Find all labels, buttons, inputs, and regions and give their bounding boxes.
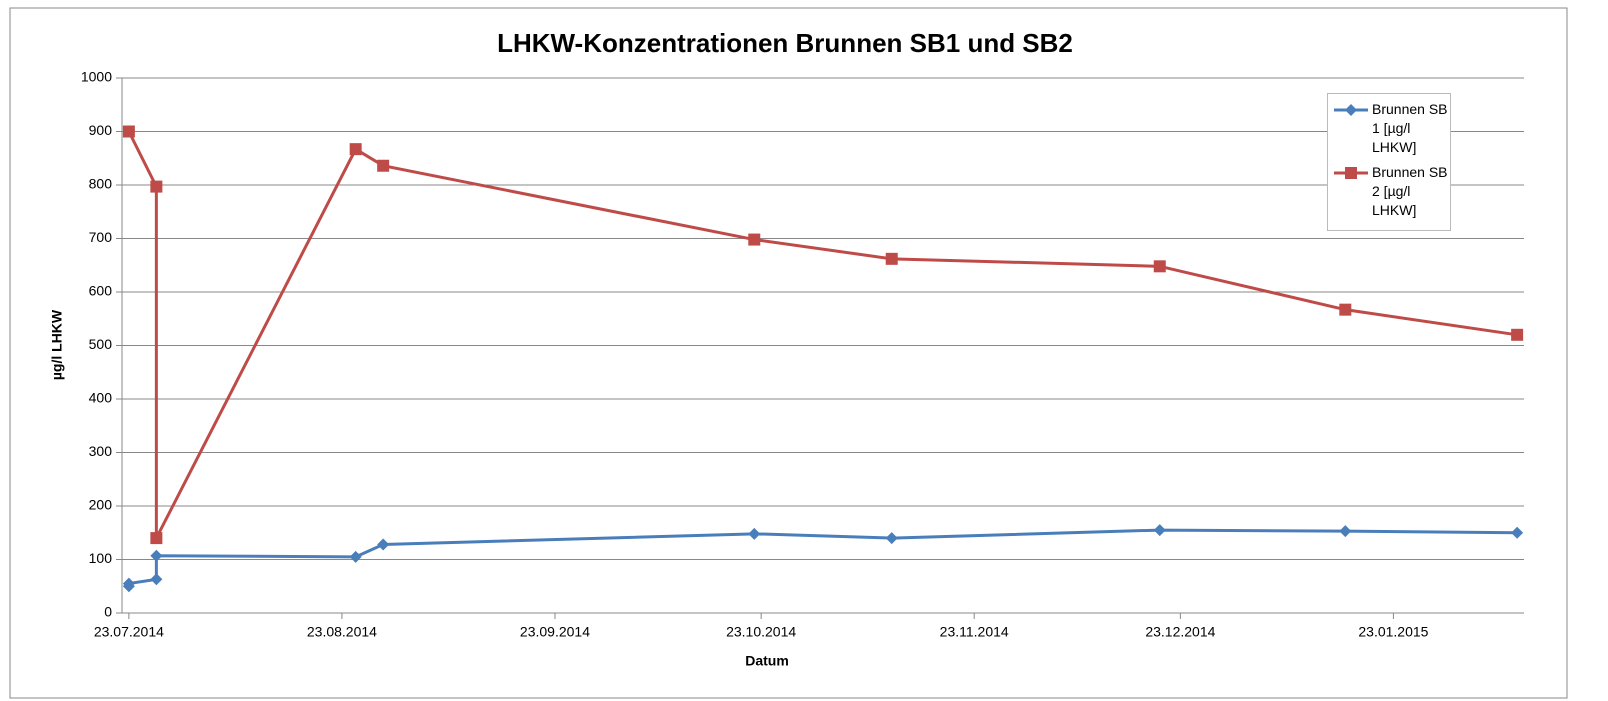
legend: Brunnen SB 1 [µg/l LHKW] Brunnen SB 2 [µg… — [1327, 93, 1451, 231]
data-point — [377, 159, 390, 172]
data-point — [150, 180, 163, 193]
data-point — [1339, 525, 1352, 538]
chart-border — [9, 7, 1568, 699]
data-point — [748, 527, 761, 540]
data-point — [122, 577, 135, 590]
data-point — [1511, 526, 1524, 539]
y-tick-label: 900 — [89, 122, 113, 138]
x-tick-label: 23.12.2014 — [1145, 624, 1215, 640]
legend-icon — [1334, 104, 1368, 116]
data-point — [349, 550, 362, 563]
data-point — [1511, 328, 1524, 341]
data-point — [1339, 303, 1352, 316]
x-tick-label: 23.11.2014 — [940, 624, 1009, 640]
legend-entry: Brunnen SB 1 [µg/l LHKW] — [1328, 100, 1450, 157]
x-axis-label: Datum — [745, 653, 789, 669]
y-tick-label: 600 — [89, 283, 113, 299]
y-axis-label: µg/l LHKW — [49, 309, 65, 380]
y-tick-label: 400 — [89, 390, 113, 406]
legend-icon — [1334, 167, 1368, 179]
chart-title: LHKW-Konzentrationen Brunnen SB1 und SB2 — [497, 28, 1073, 58]
series-line — [127, 130, 1518, 539]
legend-label: Brunnen SB 1 [µg/l LHKW] — [1372, 101, 1448, 155]
y-tick-label: 100 — [89, 550, 113, 566]
y-tick-label: 0 — [104, 604, 112, 620]
y-tick-label: 1000 — [81, 69, 112, 85]
x-tick-label: 23.01.2015 — [1358, 624, 1428, 640]
data-point — [1345, 167, 1357, 179]
y-tick-label: 200 — [89, 497, 113, 513]
legend-entry: Brunnen SB 2 [µg/l LHKW] — [1328, 163, 1450, 220]
y-tick-label: 300 — [89, 443, 113, 459]
data-point — [885, 532, 898, 545]
data-point — [122, 125, 135, 138]
data-point — [1345, 104, 1357, 116]
data-point — [1153, 260, 1166, 273]
y-tick-label: 700 — [89, 229, 113, 245]
data-point — [377, 538, 390, 551]
data-point — [349, 143, 362, 156]
data-point — [748, 233, 761, 246]
data-point — [1153, 524, 1166, 537]
x-tick-label: 23.07.2014 — [94, 624, 164, 640]
x-tick-label: 23.10.2014 — [726, 624, 796, 640]
x-tick-label: 23.09.2014 — [520, 624, 590, 640]
data-point — [150, 532, 163, 545]
data-point — [150, 573, 163, 586]
data-point — [150, 549, 163, 562]
data-point — [885, 252, 898, 265]
y-tick-label: 800 — [89, 176, 113, 192]
legend-label: Brunnen SB 2 [µg/l LHKW] — [1372, 164, 1448, 218]
x-tick-label: 23.08.2014 — [307, 624, 377, 640]
y-tick-label: 500 — [89, 336, 113, 352]
